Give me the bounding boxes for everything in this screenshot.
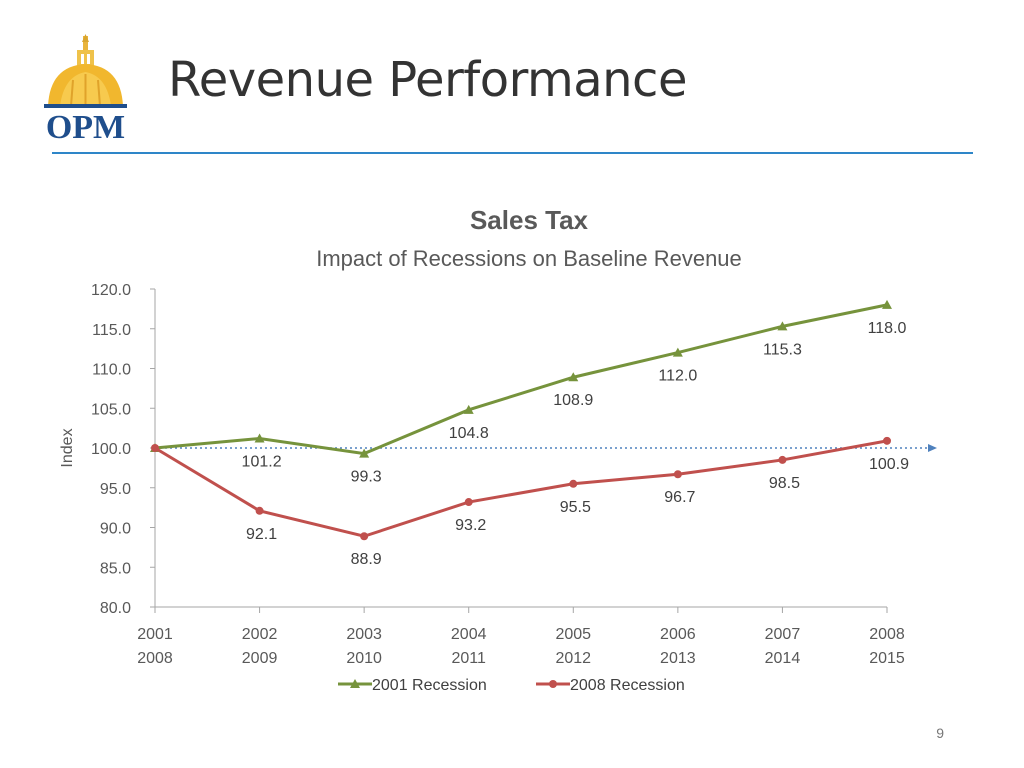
data-point-2008 (883, 436, 891, 445)
title-divider (52, 152, 973, 154)
x-tick-label-bottom: 2013 (660, 650, 696, 667)
baseline-group (155, 444, 937, 452)
legend-label-2008: 2008 Recession (570, 677, 685, 694)
data-label-2008: 95.5 (560, 499, 591, 516)
opm-logo: OPM (44, 34, 127, 142)
data-label-2008: 92.1 (246, 526, 277, 543)
y-tick-label: 115.0 (92, 322, 131, 339)
data-point-2001 (777, 321, 788, 331)
x-tick-label-top: 2007 (765, 626, 801, 643)
data-label-2001: 104.8 (449, 425, 489, 442)
y-tick-label: 85.0 (100, 560, 131, 577)
y-tick-label: 105.0 (91, 401, 131, 418)
data-point-2008 (151, 444, 159, 452)
x-tick-label-top: 2002 (242, 626, 278, 643)
legend-label-2001: 2001 Recession (372, 677, 487, 694)
legend-marker-2008-icon (536, 680, 570, 688)
x-tick-label-bottom: 2014 (765, 650, 801, 667)
series-line-2008 (154, 439, 888, 538)
chart-subtitle: Impact of Recessions on Baseline Revenue (316, 246, 742, 271)
data-point-2001 (568, 372, 579, 382)
x-tick-label-bottom: 2009 (242, 650, 278, 667)
data-label-2001: 112.0 (658, 368, 697, 385)
data-label-2001: 101.2 (242, 453, 282, 470)
data-point-2008 (569, 479, 578, 488)
page-number: 9 (936, 725, 944, 741)
y-axis-label: Index (59, 428, 76, 467)
data-point-2001 (882, 299, 892, 309)
x-tick-label-top: 2008 (869, 626, 905, 643)
x-tick-label-bottom: 2010 (346, 650, 382, 667)
data-point-2008 (673, 470, 682, 479)
series-group (150, 299, 892, 541)
x-tick-label-top: 2004 (451, 626, 487, 643)
data-label-2008: 98.5 (769, 475, 800, 492)
legend-item-2001: 2001 Recession (338, 676, 487, 695)
slide-title: Revenue Performance (168, 52, 687, 108)
data-label-2008: 96.7 (664, 489, 695, 506)
data-label-2001: 115.3 (763, 341, 802, 358)
data-label-2001: 108.9 (553, 392, 593, 409)
baseline-arrow-icon (928, 444, 937, 452)
y-tick-label: 110.0 (92, 362, 131, 379)
chart-title: Sales Tax (470, 205, 589, 235)
data-label-2001: 99.3 (351, 469, 382, 486)
y-tick-label: 80.0 (100, 600, 131, 617)
y-tick-label: 95.0 (100, 481, 131, 498)
data-label-2008: 93.2 (455, 517, 486, 534)
x-tick-label-top: 2005 (555, 626, 591, 643)
data-point-2001 (672, 347, 683, 357)
data-point-2001 (463, 404, 474, 414)
y-tick-label: 90.0 (100, 521, 131, 538)
data-point-2001 (359, 448, 370, 458)
data-label-2008: 100.9 (869, 456, 909, 473)
data-label-2008: 88.9 (351, 551, 382, 568)
x-tick-label-bottom: 2008 (137, 650, 173, 667)
data-point-2008 (360, 532, 369, 541)
data-labels-group: 101.2 99.3 104.8 108.9 112.0 115.3 118.0 92.1 88… (242, 320, 910, 568)
series-line-2001 (154, 303, 888, 456)
x-tick-label-top: 2006 (660, 626, 696, 643)
data-point-2008 (464, 498, 473, 507)
x-tick-label-bottom: 2015 (869, 650, 905, 667)
x-tick-label-bottom: 2011 (452, 650, 487, 667)
x-tick-label-top: 2001 (137, 626, 173, 643)
logo-text: OPM (46, 109, 125, 142)
data-label-2001: 118.0 (868, 320, 907, 337)
legend-marker-2001-icon (338, 679, 372, 688)
x-tick-label-bottom: 2012 (555, 650, 591, 667)
data-point-2001 (254, 433, 265, 443)
data-point-2008 (255, 506, 264, 515)
data-point-2008 (778, 455, 787, 464)
y-tick-label: 120.0 (91, 282, 131, 299)
chart-axes: 120.0 115.0 110.0 105.0 100.0 95.0 90.0 85.0 80.… (91, 282, 905, 667)
y-tick-label: 100.0 (91, 441, 131, 458)
x-tick-label-top: 2003 (346, 626, 382, 643)
legend-item-2008: 2008 Recession (536, 676, 685, 695)
